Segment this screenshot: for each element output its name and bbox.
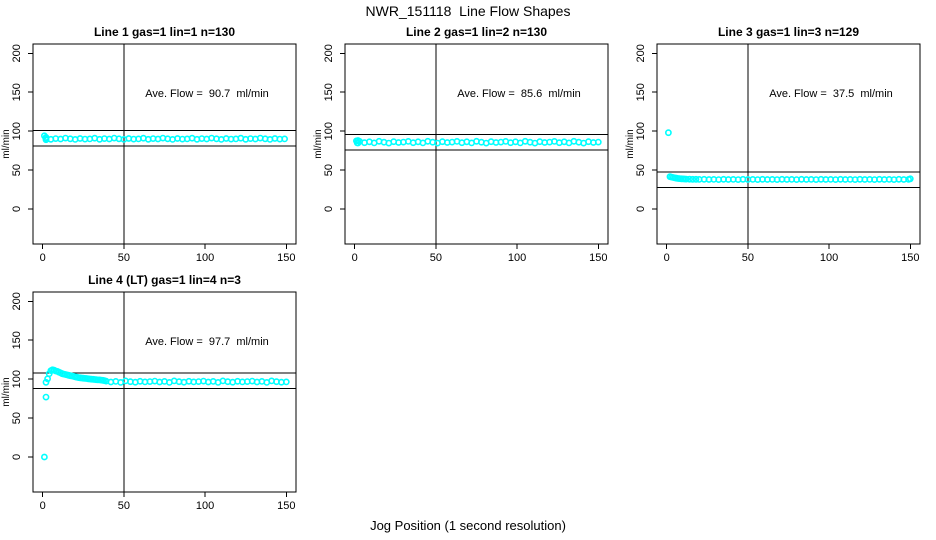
y-tick-label: 50 <box>11 164 23 176</box>
data-point <box>42 378 50 386</box>
y-tick-label: 0 <box>11 206 23 212</box>
y-tick-label: 200 <box>635 44 647 62</box>
x-tick-label: 150 <box>277 500 295 512</box>
data-point <box>594 138 602 146</box>
data-point <box>906 175 914 183</box>
y-tick-label: 150 <box>11 83 23 101</box>
data-point <box>665 129 672 137</box>
y-tick-label: 50 <box>635 164 647 176</box>
ave-flow-annotation: Ave. Flow = 37.5 ml/min <box>769 88 893 100</box>
x-tick-label: 50 <box>742 252 754 264</box>
y-tick-label: 50 <box>323 164 335 176</box>
data-point <box>689 175 697 183</box>
x-tick-label: 0 <box>40 500 46 512</box>
figure-title: NWR_151118 Line Flow Shapes <box>365 3 571 19</box>
plot-frame <box>32 43 297 245</box>
y-tick-label: 200 <box>11 44 23 62</box>
panel-title: Line 3 gas=1 lin=3 n=129 <box>718 25 859 39</box>
x-tick-label: 150 <box>901 252 919 264</box>
line-1-plot: 0 50 100 150 0 50 100 150 200 ml/min Line 1 gas=1 … <box>1 25 297 264</box>
y-tick-label: 150 <box>635 83 647 101</box>
x-axis-outer-label: Jog Position (1 second resolution) <box>370 518 566 533</box>
empty-cell <box>312 268 624 516</box>
plot-frame <box>32 291 297 493</box>
line-3-plot: 0 50 100 150 0 50 100 150 200 ml/min Line 3 gas=1 … <box>625 25 921 264</box>
panel-title: Line 2 gas=1 lin=2 n=130 <box>406 25 547 39</box>
data-point <box>42 393 50 401</box>
y-axis-label: ml/min <box>625 129 636 158</box>
y-axis-label: ml/min <box>313 129 324 158</box>
data-point <box>682 175 690 183</box>
x-tick-label: 100 <box>196 252 214 264</box>
x-tick-label: 0 <box>664 252 670 264</box>
ave-flow-annotation: Ave. Flow = 85.6 ml/min <box>457 88 581 100</box>
line-4-plot: 0 50 100 150 0 50 100 150 200 ml/min Line 4 (LT) g… <box>1 273 297 512</box>
data-point <box>41 453 48 461</box>
y-tick-label: 100 <box>635 122 647 140</box>
y-axis-label: ml/min <box>1 129 12 158</box>
data-point <box>686 175 693 183</box>
y-tick-label: 150 <box>323 83 335 101</box>
x-tick-label: 100 <box>508 252 526 264</box>
y-tick-label: 100 <box>11 122 23 140</box>
y-tick-label: 0 <box>635 206 647 212</box>
y-tick-label: 0 <box>323 206 335 212</box>
data-point <box>281 135 288 143</box>
empty-cell <box>624 268 936 516</box>
plot-frame <box>344 43 609 245</box>
ave-flow-annotation: Ave. Flow = 90.7 ml/min <box>145 88 269 100</box>
panel-line-1: 0 50 100 150 0 50 100 150 200 ml/min Line 1 gas=1 … <box>0 20 312 268</box>
x-tick-label: 50 <box>430 252 442 264</box>
y-tick-label: 150 <box>11 331 23 349</box>
y-tick-label: 50 <box>11 412 23 424</box>
panel-line-4: 0 50 100 150 0 50 100 150 200 ml/min Line 4 (LT) g… <box>0 268 312 516</box>
x-tick-label: 150 <box>589 252 607 264</box>
x-tick-label: 50 <box>118 500 130 512</box>
x-tick-label: 100 <box>196 500 214 512</box>
data-point <box>692 175 700 183</box>
data-point <box>282 378 290 386</box>
panels-grid: 0 50 100 150 0 50 100 150 200 ml/min Line 1 gas=1 … <box>0 20 936 516</box>
x-tick-label: 100 <box>820 252 838 264</box>
ave-flow-annotation: Ave. Flow = 97.7 ml/min <box>145 336 269 348</box>
y-tick-label: 0 <box>11 454 23 460</box>
panel-line-2: 0 50 100 150 0 50 100 150 200 ml/min Line 2 gas=1 … <box>312 20 624 268</box>
y-tick-label: 200 <box>11 292 23 310</box>
y-tick-label: 200 <box>323 44 335 62</box>
x-tick-label: 0 <box>40 252 46 264</box>
y-tick-label: 100 <box>11 370 23 388</box>
x-tick-label: 50 <box>118 252 130 264</box>
x-tick-label: 150 <box>277 252 295 264</box>
panel-title: Line 4 (LT) gas=1 lin=4 n=3 <box>88 273 241 287</box>
y-axis-label: ml/min <box>1 377 12 406</box>
panel-title: Line 1 gas=1 lin=1 n=130 <box>94 25 235 39</box>
y-tick-label: 100 <box>323 122 335 140</box>
plot-frame <box>656 43 921 245</box>
line-2-plot: 0 50 100 150 0 50 100 150 200 ml/min Line 2 gas=1 … <box>313 25 609 264</box>
x-tick-label: 0 <box>352 252 358 264</box>
panel-line-3: 0 50 100 150 0 50 100 150 200 ml/min Line 3 gas=1 … <box>624 20 936 268</box>
